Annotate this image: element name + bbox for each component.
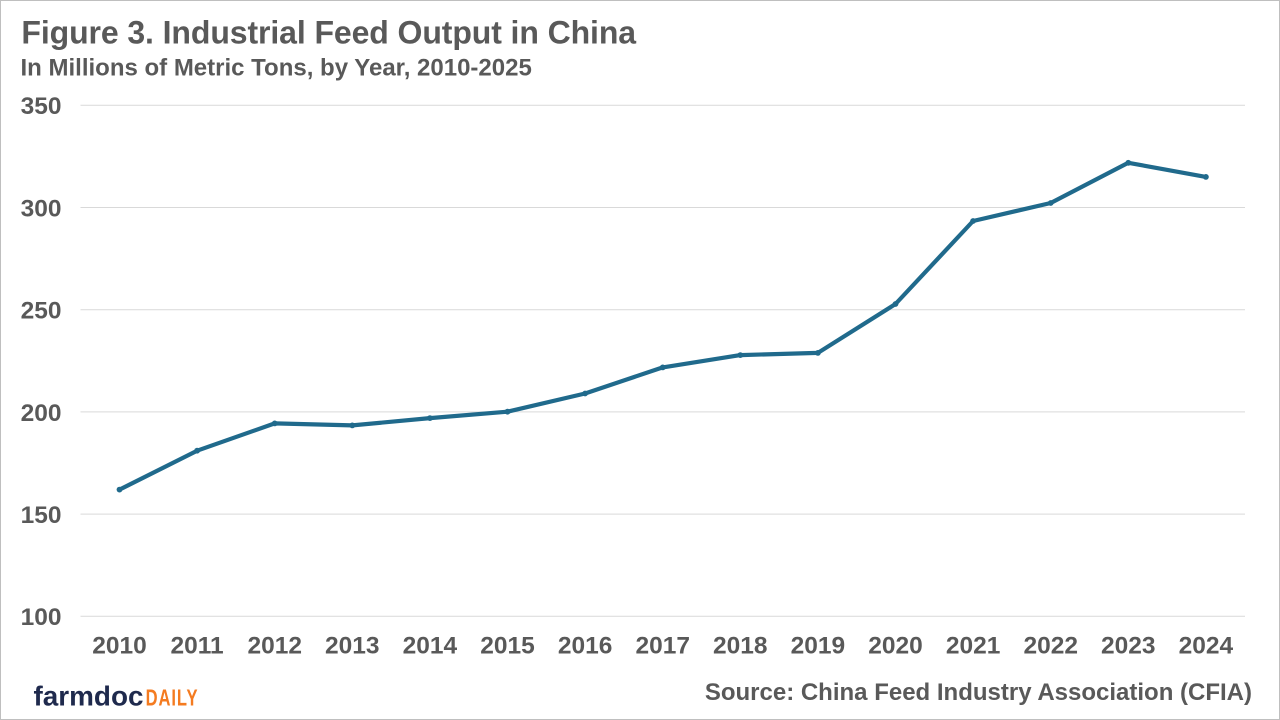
svg-text:2019: 2019 [791, 632, 846, 659]
svg-text:300: 300 [21, 195, 62, 222]
svg-text:2021: 2021 [946, 632, 1001, 659]
svg-text:150: 150 [21, 502, 62, 529]
svg-text:2022: 2022 [1023, 632, 1078, 659]
svg-text:DAILY: DAILY [146, 686, 199, 711]
svg-text:200: 200 [21, 400, 62, 427]
svg-text:2014: 2014 [403, 632, 458, 659]
svg-text:2018: 2018 [713, 632, 768, 659]
svg-text:2015: 2015 [480, 632, 535, 659]
svg-text:2017: 2017 [635, 632, 690, 659]
svg-text:2024: 2024 [1179, 632, 1234, 659]
svg-text:250: 250 [21, 298, 62, 325]
svg-text:farmdoc: farmdoc [34, 681, 144, 712]
svg-text:350: 350 [21, 93, 62, 120]
svg-text:2020: 2020 [868, 632, 923, 659]
svg-text:2016: 2016 [558, 632, 613, 659]
svg-text:In Millions of Metric Tons, by: In Millions of Metric Tons, by Year, 201… [21, 55, 532, 82]
svg-text:2023: 2023 [1101, 632, 1156, 659]
svg-text:100: 100 [21, 604, 62, 631]
svg-text:Figure 3. Industrial Feed Outp: Figure 3. Industrial Feed Output in Chin… [21, 15, 636, 51]
svg-text:Source: China Feed Industry As: Source: China Feed Industry Association … [705, 679, 1252, 706]
svg-text:2012: 2012 [247, 632, 302, 659]
svg-text:2010: 2010 [92, 632, 147, 659]
svg-text:2013: 2013 [325, 632, 380, 659]
svg-text:2011: 2011 [171, 632, 224, 659]
